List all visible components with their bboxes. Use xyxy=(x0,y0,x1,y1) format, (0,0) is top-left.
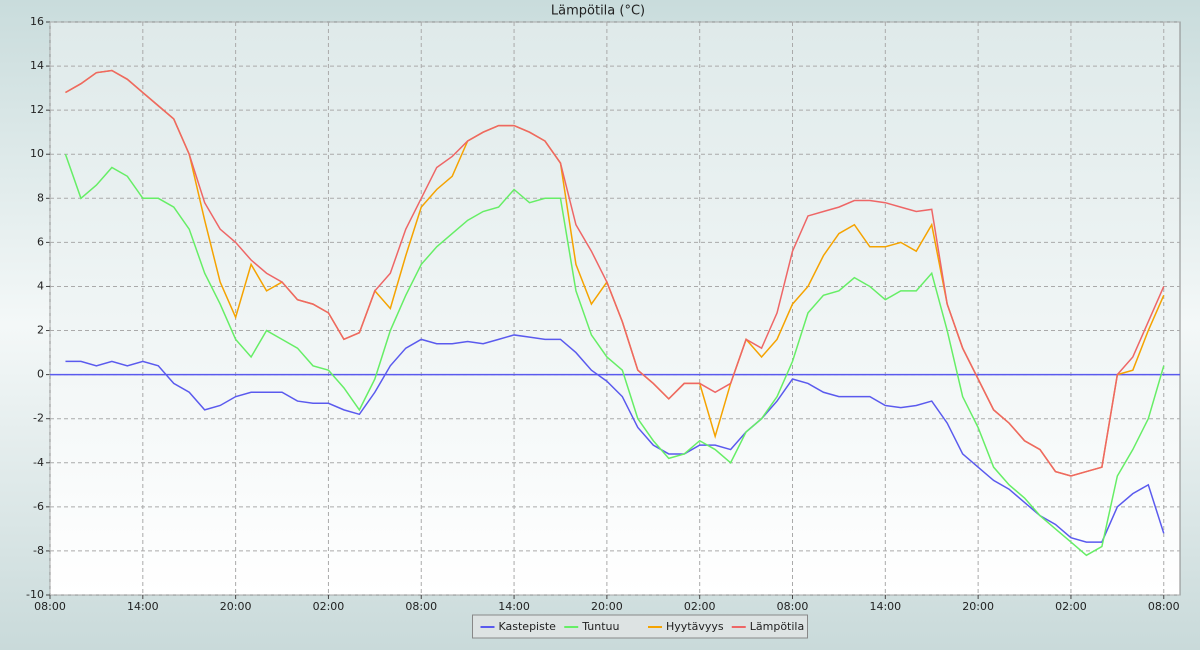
y-tick-label: -4 xyxy=(33,456,44,469)
series-line xyxy=(65,334,1165,543)
y-tick-label: 6 xyxy=(37,235,44,248)
y-tick-label: 4 xyxy=(37,279,44,292)
x-tick-label: 20:00 xyxy=(591,600,623,613)
y-tick-label: 12 xyxy=(30,103,44,116)
y-tick-label: 0 xyxy=(37,368,44,381)
x-tick-label: 02:00 xyxy=(1055,600,1087,613)
y-tick-label: 14 xyxy=(30,59,44,72)
legend-box xyxy=(472,614,808,639)
x-tick-label: 02:00 xyxy=(313,600,345,613)
y-tick-label: -6 xyxy=(33,500,44,513)
legend-label: Tuntuu xyxy=(581,620,619,633)
y-tick-label: 10 xyxy=(30,147,44,160)
y-tick-label: 16 xyxy=(30,15,44,28)
x-tick-label: 20:00 xyxy=(220,600,252,613)
series-line xyxy=(64,153,1165,557)
x-tick-label: 14:00 xyxy=(127,600,159,613)
x-tick-label: 08:00 xyxy=(405,600,437,613)
x-tick-label: 08:00 xyxy=(34,600,66,613)
legend-label: Hyytävyys xyxy=(666,620,724,633)
legend-label: Lämpötila xyxy=(750,620,804,633)
legend-label: Kastepiste xyxy=(499,620,557,633)
y-tick-label: 2 xyxy=(37,324,44,337)
y-tick-label: -8 xyxy=(33,544,44,557)
plot-area xyxy=(49,21,1181,596)
x-tick-label: 14:00 xyxy=(869,600,901,613)
x-tick-label: 02:00 xyxy=(684,600,716,613)
x-tick-label: 20:00 xyxy=(962,600,994,613)
x-tick-label: 08:00 xyxy=(1148,600,1180,613)
series-line xyxy=(65,69,1165,477)
y-tick-label: -10 xyxy=(26,588,44,601)
y-tick-label: -2 xyxy=(33,412,44,425)
y-tick-label: 8 xyxy=(37,191,44,204)
x-tick-label: 08:00 xyxy=(777,600,809,613)
chart-title: Lämpötila (°C) xyxy=(551,4,645,19)
x-tick-label: 14:00 xyxy=(498,600,530,613)
